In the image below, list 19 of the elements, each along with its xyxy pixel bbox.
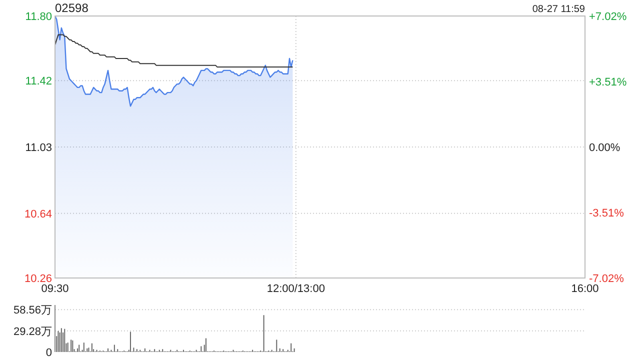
y-tick-label: 11.03 (25, 142, 52, 154)
y-tick-label: 11.80 (25, 11, 52, 23)
y2-tick-label: +3.51% (589, 76, 627, 88)
x-tick-label: 09:30 (41, 283, 69, 295)
y-tick-label: 29.28万 (13, 326, 52, 338)
y-tick-label: 58.56万 (13, 304, 52, 317)
y-tick-label: 10.64 (24, 208, 52, 220)
y2-tick-label: -7.02% (589, 273, 624, 285)
y-tick-label: 11.42 (25, 76, 52, 88)
y2-tick-label: +7.02% (589, 11, 627, 23)
y-tick-label: 10.26 (24, 273, 52, 285)
y-tick-label: 0 (46, 347, 52, 359)
x-tick-label: 12:00/13:00 (266, 283, 325, 295)
text: 08-27 11:59 (532, 4, 586, 15)
x-tick-label: 16:00 (571, 283, 599, 295)
line-series (54, 34, 294, 68)
chart-title: 02598 (55, 1, 89, 15)
y2-tick-label: 0.00% (589, 142, 620, 154)
y2-tick-label: -3.51% (589, 208, 624, 220)
